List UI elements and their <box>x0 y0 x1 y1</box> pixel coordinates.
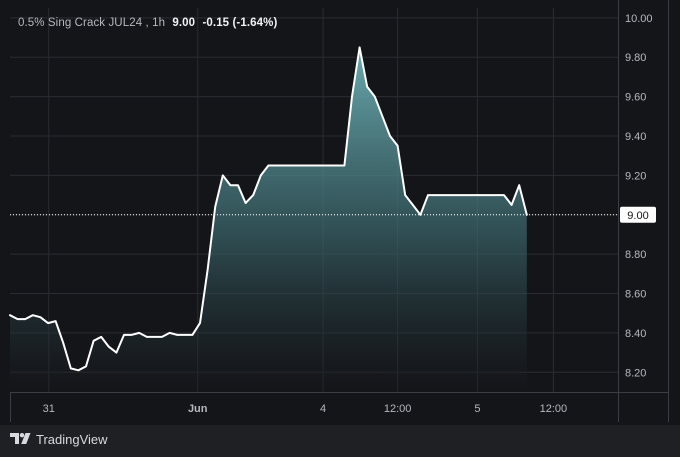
tradingview-logo-icon <box>10 433 31 444</box>
x-tick-label: 12:00 <box>540 403 568 415</box>
current-price-label: 9.00 <box>627 210 648 222</box>
x-tick-label: 31 <box>43 403 55 415</box>
current-price-layer: 9.00 <box>10 206 656 223</box>
y-tick-label: 9.40 <box>625 131 646 143</box>
brand-name: TradingView <box>36 431 108 447</box>
area-fill <box>10 47 527 393</box>
series-area <box>10 47 527 393</box>
x-tick-label: 4 <box>320 403 326 415</box>
chart-legend: 0.5% Sing Crack JUL24 , 1h 9.00 -0.15 (-… <box>18 17 277 29</box>
price-change: -0.15 (-1.64%) <box>202 17 278 29</box>
series-line-layer <box>9 46 528 372</box>
x-tick-label: Jun <box>188 403 208 415</box>
price-chart[interactable]: 9.00 8.20 8.40 8.60 8.80 9.20 9.40 9.60 9.80 10.… <box>0 0 680 425</box>
y-tick-label: 8.40 <box>625 328 646 340</box>
y-tick-label: 9.20 <box>625 170 646 182</box>
last-price: 9.00 <box>172 17 196 29</box>
y-tick-label: 9.80 <box>625 52 646 64</box>
symbol-label: 0.5% Sing Crack JUL24 , 1h <box>18 17 166 29</box>
y-tick-label: 8.60 <box>625 289 646 301</box>
y-tick-label: 8.80 <box>625 249 646 261</box>
y-tick-label: 8.20 <box>625 367 646 379</box>
y-tick-label: 10.00 <box>625 13 653 25</box>
x-tick-label: 12:00 <box>384 403 412 415</box>
axes: 8.20 8.40 8.60 8.80 9.20 9.40 9.60 9.80 10.00 31 J… <box>10 0 669 422</box>
x-tick-label: 5 <box>474 403 480 415</box>
tradingview-brand[interactable]: TradingView <box>10 430 108 448</box>
chart-panel[interactable]: 9.00 8.20 8.40 8.60 8.80 9.20 9.40 9.60 9.80 10.… <box>0 0 680 425</box>
y-tick-label: 9.60 <box>625 92 646 104</box>
current-price-tag <box>620 206 656 223</box>
